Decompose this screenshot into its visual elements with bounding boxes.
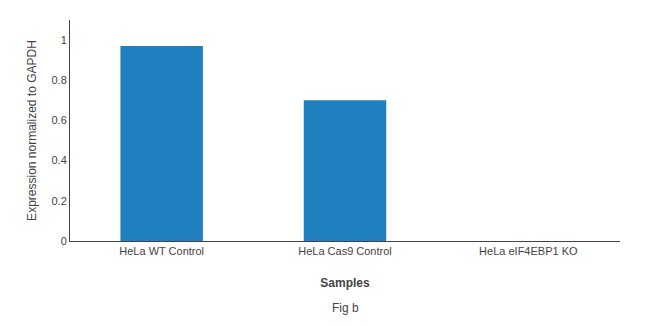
svg-text:0.8: 0.8 [52, 74, 67, 86]
svg-text:HeLa WT Control: HeLa WT Control [119, 245, 204, 257]
svg-text:1: 1 [61, 34, 67, 46]
svg-text:HeLa Cas9 Control: HeLa Cas9 Control [298, 245, 392, 257]
svg-text:0: 0 [61, 235, 67, 247]
svg-text:HeLa eIF4EBP1 KO: HeLa eIF4EBP1 KO [479, 245, 578, 257]
svg-text:Samples: Samples [320, 276, 370, 290]
svg-text:0.2: 0.2 [52, 195, 67, 207]
svg-text:Expression normalized to GAPDH: Expression normalized to GAPDH [25, 40, 39, 221]
svg-text:0.6: 0.6 [52, 114, 67, 126]
svg-text:Fig b: Fig b [332, 301, 359, 315]
svg-text:0.4: 0.4 [52, 154, 67, 166]
